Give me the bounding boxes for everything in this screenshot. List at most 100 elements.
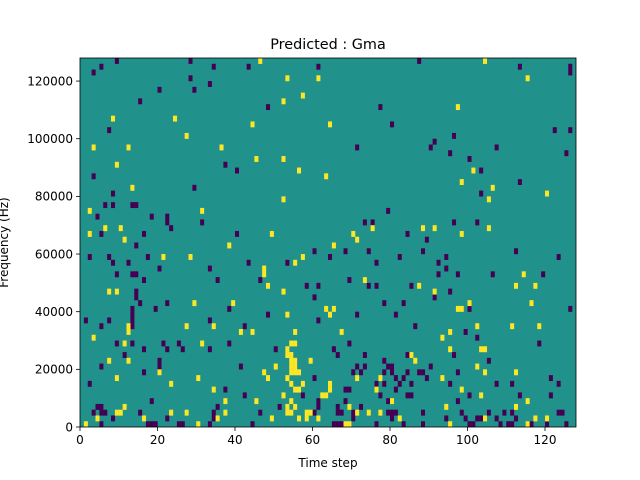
heatmap-cell-low: [452, 219, 457, 226]
heatmap-cell-low: [568, 63, 573, 70]
heatmap-cell-low: [436, 271, 441, 278]
heatmap-cell-high: [262, 369, 267, 376]
heatmap-cell-low: [165, 219, 170, 226]
heatmap-cell-low: [514, 248, 519, 255]
y-tick-label: 20000: [35, 363, 73, 377]
heatmap-cell-low: [157, 265, 162, 272]
heatmap-cell-low: [215, 277, 220, 284]
plot-frame: [79, 57, 577, 428]
heatmap-cell-low: [335, 403, 340, 410]
heatmap-cell-low: [258, 409, 263, 416]
heatmap-cell-low: [428, 144, 433, 151]
heatmap-cell-high: [328, 121, 333, 128]
heatmap-cell-low: [409, 380, 414, 387]
heatmap-cell-low: [486, 357, 491, 364]
heatmap-cell-high: [200, 207, 205, 214]
heatmap-cell-high: [169, 380, 174, 387]
heatmap-cell-high: [293, 328, 298, 335]
heatmap-cell-low: [111, 259, 116, 266]
heatmap-cell-low: [242, 392, 247, 399]
heatmap-cell-low: [463, 415, 468, 422]
heatmap-cell-low: [548, 375, 553, 382]
heatmap-cell-low: [200, 219, 205, 226]
heatmap-cell-low: [312, 409, 317, 416]
heatmap-cell-low: [444, 265, 449, 272]
heatmap-cell-high: [293, 340, 298, 347]
heatmap-cell-low: [157, 363, 162, 370]
heatmap-cell-low: [386, 398, 391, 405]
heatmap-cell-high: [529, 300, 534, 307]
heatmap-cell-low: [556, 254, 561, 260]
x-tick-label: 0: [76, 433, 84, 447]
heatmap-cell-low: [556, 409, 561, 416]
heatmap-cell-low: [568, 69, 573, 76]
heatmap-cell-low: [351, 409, 356, 416]
heatmap-cell-low: [114, 271, 119, 278]
heatmap-cell-high: [533, 415, 538, 422]
y-tick-label: 120000: [27, 74, 73, 88]
heatmap-cell-low: [130, 323, 135, 330]
heatmap-cell-low: [514, 415, 519, 422]
heatmap-cell-low: [366, 248, 371, 255]
heatmap-cell-low: [409, 392, 414, 399]
heatmap-cell-high: [308, 409, 313, 416]
heatmap-cell-low: [145, 421, 150, 428]
heatmap-cell-low: [114, 340, 119, 347]
heatmap-cell-low: [211, 63, 216, 70]
heatmap-cell-low: [211, 415, 216, 422]
heatmap-cell-low: [397, 254, 402, 260]
heatmap-background: [80, 58, 576, 427]
heatmap-cell-low: [316, 63, 321, 70]
y-axis: 0 20000 40000 60000 80000 100000 120000: [27, 74, 80, 434]
heatmap-cell-low: [374, 259, 379, 266]
heatmap-cell-low: [188, 75, 193, 82]
heatmap-cell-low: [107, 317, 112, 324]
heatmap-cell-low: [390, 363, 395, 370]
heatmap-cell-high: [285, 352, 290, 358]
heatmap-cell-low: [393, 386, 398, 393]
heatmap-cell-high: [316, 415, 321, 422]
heatmap-cell-high: [440, 334, 445, 341]
heatmap-cell-high: [285, 403, 290, 410]
heatmap-cell-high: [281, 392, 286, 399]
heatmap-cell-low: [343, 386, 348, 393]
heatmap-cell-low: [548, 392, 553, 399]
heatmap-cell-high: [390, 398, 395, 405]
heatmap-cell-low: [111, 415, 116, 422]
heatmap-cell-high: [448, 421, 453, 428]
heatmap-cell-high: [269, 230, 274, 237]
heatmap-cell-low: [347, 277, 352, 284]
heatmap-cell-high: [343, 421, 348, 428]
heatmap-cell-low: [359, 369, 364, 376]
heatmap-cell-low: [235, 230, 240, 237]
heatmap-cell-high: [281, 98, 286, 105]
heatmap-cell-low: [169, 225, 174, 232]
heatmap-cell-low: [130, 202, 135, 209]
heatmap-cell-high: [200, 340, 205, 347]
heatmap-cell-low: [165, 415, 170, 422]
heatmap-cell-low: [510, 421, 515, 428]
heatmap-cell-high: [378, 409, 383, 416]
heatmap-cell-low: [207, 317, 212, 324]
heatmap-cell-high: [479, 346, 484, 353]
heatmap-cell-low: [99, 409, 104, 416]
heatmap-cell-low: [517, 63, 522, 70]
heatmap-cell-high: [324, 173, 329, 180]
heatmap-cell-low: [455, 398, 460, 405]
heatmap-cell-low: [134, 271, 139, 278]
heatmap-cell-low: [149, 421, 154, 428]
heatmap-cell-high: [238, 328, 243, 335]
heatmap-cell-low: [130, 340, 135, 347]
heatmap-cell-low: [556, 380, 561, 387]
heatmap-cell-low: [355, 311, 360, 318]
heatmap-cell-high: [227, 242, 232, 249]
heatmap-cell-low: [91, 409, 96, 416]
heatmap-cell-low: [227, 340, 232, 347]
heatmap-cell-low: [145, 254, 150, 260]
heatmap-cell-high: [223, 409, 228, 416]
heatmap-cell-high: [184, 409, 189, 416]
heatmap-cell-low: [142, 346, 147, 353]
heatmap-cell-low: [417, 369, 422, 376]
heatmap-cell-low: [568, 127, 573, 134]
heatmap-cell-low: [405, 352, 410, 358]
